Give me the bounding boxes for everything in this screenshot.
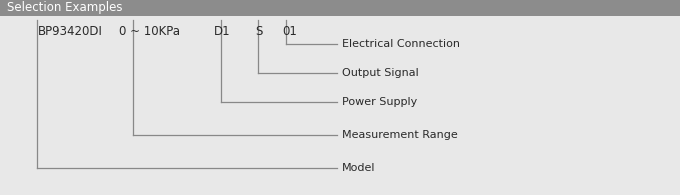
Text: Model: Model — [342, 163, 375, 173]
Text: Selection Examples: Selection Examples — [7, 1, 122, 14]
Text: Electrical Connection: Electrical Connection — [342, 39, 460, 49]
Text: S: S — [255, 25, 262, 38]
FancyBboxPatch shape — [0, 0, 680, 16]
Text: 0 ~ 10KPa: 0 ~ 10KPa — [119, 25, 180, 38]
Text: Power Supply: Power Supply — [342, 97, 418, 107]
Text: BP93420DI: BP93420DI — [37, 25, 102, 38]
Text: 01: 01 — [282, 25, 297, 38]
Text: Measurement Range: Measurement Range — [342, 129, 458, 140]
Text: Output Signal: Output Signal — [342, 68, 419, 78]
Text: D1: D1 — [214, 25, 231, 38]
